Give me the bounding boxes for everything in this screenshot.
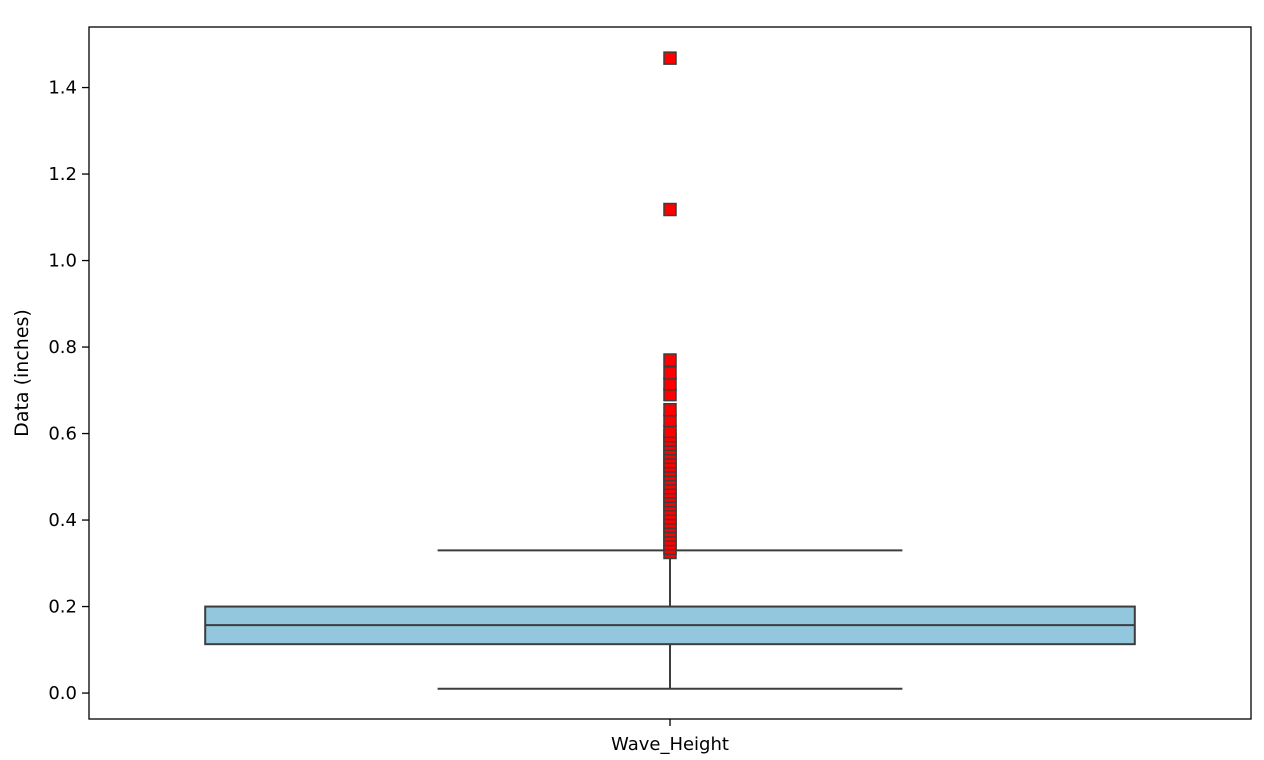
y-tick-label: 0.2	[48, 597, 77, 618]
y-tick-label: 1.0	[48, 251, 77, 272]
y-axis-ticks: 0.0 0.2 0.4 0.6 0.8 1.0 1.2 1.4	[48, 78, 89, 704]
y-tick-label: 1.4	[48, 78, 77, 99]
y-tick-label: 1.2	[48, 164, 77, 185]
box-group	[204, 549, 1136, 690]
x-axis-ticks: Wave_Height	[611, 719, 729, 755]
y-axis-label: Data (inches)	[11, 309, 33, 437]
y-tick-label: 0.6	[48, 424, 77, 445]
y-tick-label: 0.0	[48, 683, 77, 704]
x-tick-label: Wave_Height	[611, 734, 729, 755]
outlier-point	[663, 51, 677, 65]
boxes-layer	[204, 549, 1136, 690]
y-tick-label: 0.4	[48, 510, 77, 531]
outlier-point	[663, 202, 677, 217]
outliers-layer	[663, 51, 677, 560]
y-tick-label: 0.8	[48, 337, 77, 358]
outlier-point	[663, 403, 677, 417]
outlier-point	[663, 353, 677, 367]
outlier-point	[663, 366, 677, 380]
